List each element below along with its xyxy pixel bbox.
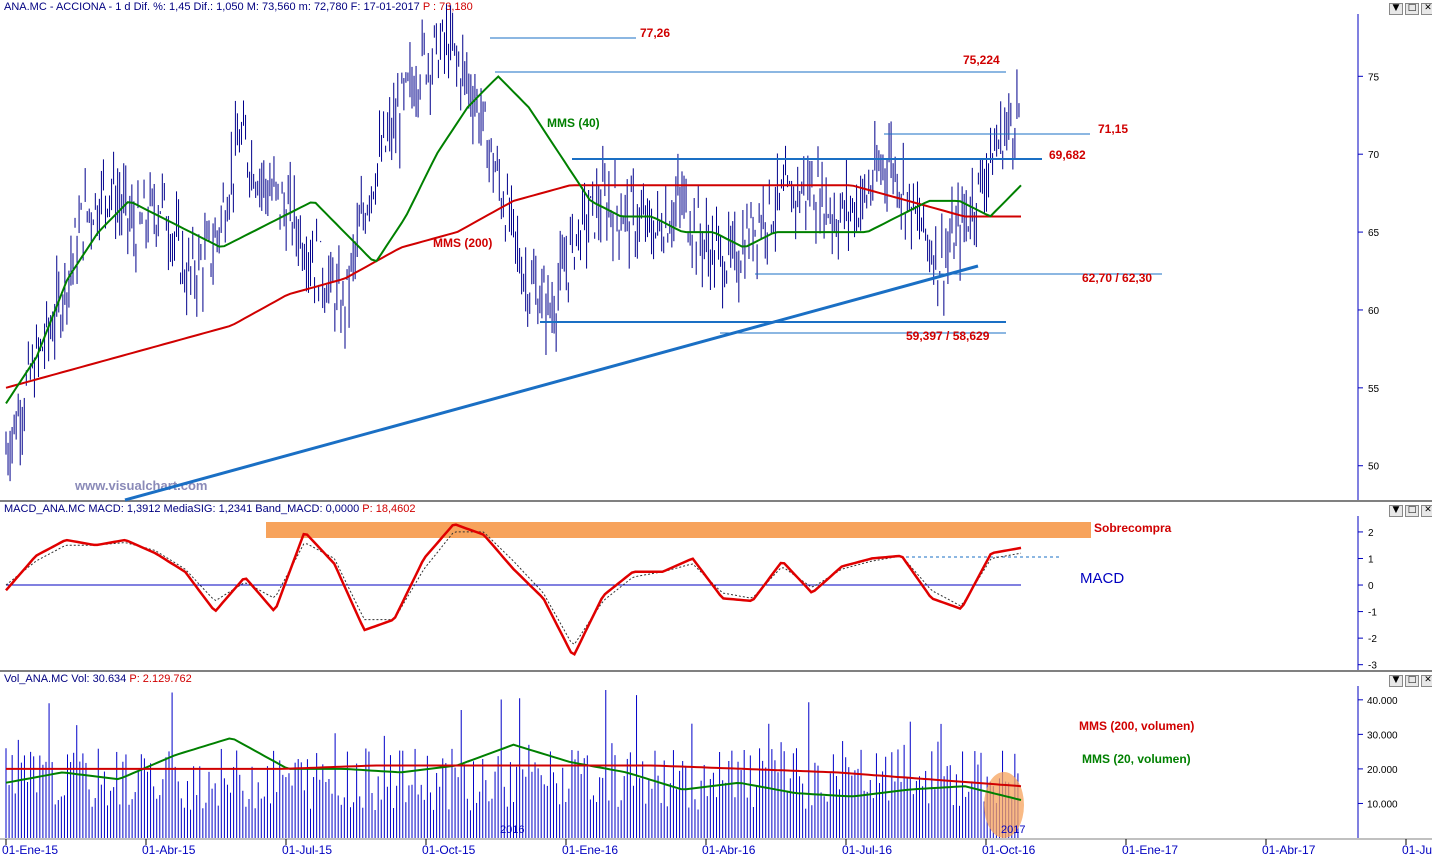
close-button[interactable]: ✕ bbox=[1421, 505, 1432, 517]
mms200-label: MMS (200) bbox=[433, 236, 492, 250]
volume-window-buttons: ▼ □ ✕ bbox=[1389, 675, 1432, 687]
x-tick-label: 01-Abr-17 bbox=[1262, 843, 1316, 857]
vol-mms20-label: MMS (20, volumen) bbox=[1082, 752, 1191, 766]
maximize-button[interactable]: □ bbox=[1405, 3, 1419, 15]
trend-line bbox=[124, 264, 979, 502]
close-button[interactable]: ✕ bbox=[1421, 3, 1432, 15]
x-tick-label: 01-Jul-17 bbox=[1402, 843, 1432, 857]
close-button[interactable]: ✕ bbox=[1421, 675, 1432, 687]
level-label: 77,26 bbox=[640, 26, 670, 40]
y-tick-label: 40.000 bbox=[1367, 696, 1398, 707]
minimize-button[interactable]: ▼ bbox=[1389, 675, 1403, 687]
x-tick-label: 01-Oct-15 bbox=[422, 843, 476, 857]
x-tick-label: 01-Ene-17 bbox=[1122, 843, 1178, 857]
volume-header-price: P: 2.129.762 bbox=[129, 673, 192, 685]
y-tick-label: 1 bbox=[1368, 554, 1374, 565]
mms40-line bbox=[5, 75, 1022, 404]
main-header-text: ANA.MC - ACCIONA - 1 d Dif. %: 1,45 Dif.… bbox=[4, 1, 420, 13]
main-window-buttons: ▼ □ ✕ bbox=[1389, 3, 1432, 15]
maximize-button[interactable]: □ bbox=[1405, 675, 1419, 687]
minimize-button[interactable]: ▼ bbox=[1389, 505, 1403, 517]
signal-line bbox=[5, 531, 1022, 645]
overbought-label: Sobrecompra bbox=[1094, 521, 1172, 535]
level-label: 69,682 bbox=[1049, 148, 1086, 162]
macd-pane: Sobrecompra MACD 2 1 0 -1 -2 -3 bbox=[5, 521, 1377, 672]
x-tick-label: 01-Oct-16 bbox=[982, 843, 1036, 857]
y-tick-label: 65 bbox=[1368, 228, 1380, 239]
main-chart-header: ANA.MC - ACCIONA - 1 d Dif. %: 1,45 Dif.… bbox=[4, 1, 473, 13]
y-tick-label: -3 bbox=[1368, 661, 1377, 672]
volume-highlight bbox=[984, 772, 1024, 838]
x-tick-label: 01-Abr-15 bbox=[142, 843, 196, 857]
macd-title: MACD bbox=[1080, 570, 1124, 587]
y-tick-label: -2 bbox=[1368, 634, 1377, 645]
macd-line bbox=[5, 523, 1022, 657]
y-tick-label: 50 bbox=[1368, 462, 1380, 473]
level-label: 75,224 bbox=[963, 53, 1000, 67]
y-tick-label: 20.000 bbox=[1367, 765, 1398, 776]
vol-mms20-line bbox=[5, 737, 1022, 801]
y-tick-label: 2 bbox=[1368, 528, 1374, 539]
x-tick-label: 01-Ene-15 bbox=[2, 843, 58, 857]
vol-mms200-label: MMS (200, volumen) bbox=[1079, 719, 1194, 733]
mms40-label: MMS (40) bbox=[547, 116, 600, 130]
x-tick-label: 01-Jul-16 bbox=[842, 843, 892, 857]
x-axis: 01-Ene-15 01-Abr-15 01-Jul-15 01-Oct-15 01-E… bbox=[2, 839, 1432, 857]
level-label: 62,70 / 62,30 bbox=[1082, 271, 1152, 285]
macd-chart-header: MACD_ANA.MC MACD: 1,3912 MediaSIG: 1,234… bbox=[4, 503, 416, 515]
y-tick-label: -1 bbox=[1368, 608, 1377, 619]
macd-header-text: MACD_ANA.MC MACD: 1,3912 MediaSIG: 1,234… bbox=[4, 503, 360, 515]
x-tick-label: 01-Jul-15 bbox=[282, 843, 332, 857]
macd-window-buttons: ▼ □ ✕ bbox=[1389, 505, 1432, 517]
mms200-line bbox=[5, 184, 1021, 389]
minimize-button[interactable]: ▼ bbox=[1389, 3, 1403, 15]
y-tick-label: 10.000 bbox=[1367, 799, 1398, 810]
vol-mms200-line bbox=[6, 764, 1022, 788]
x-tick-label: 01-Abr-16 bbox=[702, 843, 756, 857]
y-tick-label: 75 bbox=[1368, 72, 1380, 83]
y-tick-label: 30.000 bbox=[1367, 730, 1398, 741]
watermark: www.visualchart.com bbox=[74, 478, 207, 493]
year-label: 2017 bbox=[1001, 824, 1025, 836]
volume-header-text: Vol_ANA.MC Vol: 30.634 bbox=[4, 673, 127, 685]
main-header-price: P : 73,180 bbox=[422, 1, 473, 13]
y-tick-label: 70 bbox=[1368, 150, 1380, 161]
level-label: 59,397 / 58,629 bbox=[906, 329, 990, 343]
x-tick-label: 01-Ene-16 bbox=[562, 843, 618, 857]
price-pane: 77,26 75,224 71,15 69,682 62,70 / 62,30 59,39… bbox=[5, 4, 1380, 502]
volume-chart-header: Vol_ANA.MC Vol: 30.634 P: 2.129.762 bbox=[4, 673, 192, 685]
y-tick-label: 60 bbox=[1368, 306, 1380, 317]
overbought-band bbox=[266, 522, 1091, 538]
maximize-button[interactable]: □ bbox=[1405, 505, 1419, 517]
volume-pane: MMS (200, volumen) MMS (20, volumen) 2016 2… bbox=[5, 690, 1398, 838]
level-label: 71,15 bbox=[1098, 122, 1128, 136]
y-tick-label: 55 bbox=[1368, 384, 1380, 395]
macd-header-price: P: 18,4602 bbox=[362, 503, 416, 515]
year-label: 2016 bbox=[500, 824, 524, 836]
y-tick-label: 0 bbox=[1368, 581, 1374, 592]
